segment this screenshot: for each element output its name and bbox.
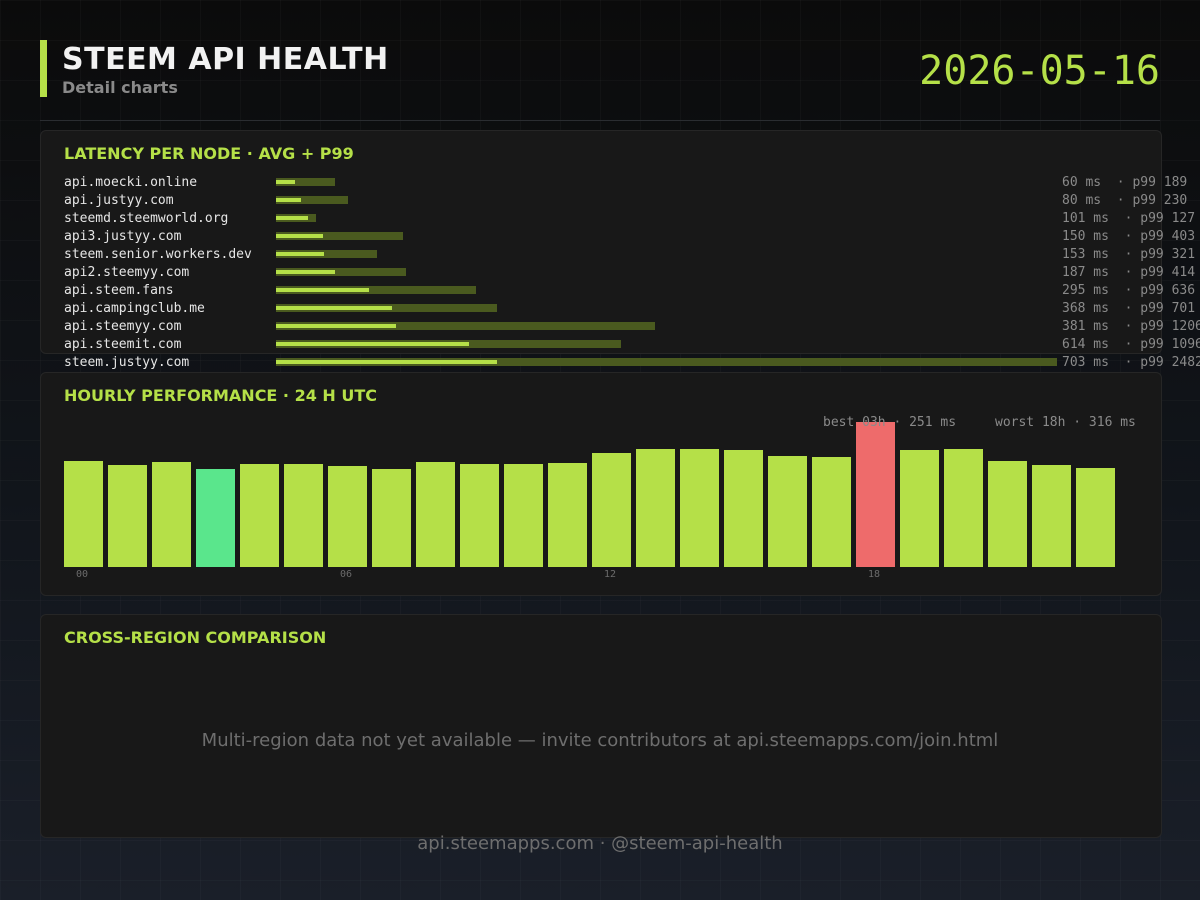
hourly-best-note: best 03h · 251 ms	[823, 415, 957, 430]
hourly-tick-label: 18	[868, 569, 881, 580]
latency-node-name: api.justyy.com	[64, 193, 174, 208]
latency-node-name: steem.senior.workers.dev	[64, 247, 252, 262]
latency-value-label: 153 ms · p99 321	[1062, 247, 1196, 262]
latency-value-label: 368 ms · p99 701	[1062, 301, 1196, 316]
hourly-bar	[504, 464, 543, 567]
hourly-bar	[724, 450, 763, 567]
latency-avg-bar	[276, 180, 295, 184]
hourly-bar	[460, 464, 499, 567]
latency-row: steem.senior.workers.dev 153 ms · p99 321	[64, 246, 1200, 264]
latency-value-label: 614 ms · p99 1096	[1062, 337, 1200, 352]
hourly-bar	[416, 461, 455, 567]
latency-p99-bar	[276, 322, 656, 330]
latency-node-name: api.steemyy.com	[64, 319, 182, 334]
latency-p99-bar	[276, 250, 377, 258]
latency-row: api3.justyy.com 150 ms · p99 403	[64, 228, 1200, 246]
header-divider	[40, 120, 1160, 121]
latency-node-name: api3.justyy.com	[64, 229, 182, 244]
page-title: STEEM API HEALTH	[62, 42, 389, 77]
hourly-tick-label: 06	[340, 569, 353, 580]
latency-node-name: api.moecki.online	[64, 175, 198, 190]
title-accent-bar	[40, 40, 47, 97]
hourly-bar	[152, 461, 191, 567]
latency-avg-bar	[276, 234, 324, 238]
latency-row: api.justyy.com 80 ms · p99 230	[64, 192, 1200, 210]
latency-node-name: api.steemit.com	[64, 337, 182, 352]
latency-p99-bar	[276, 358, 1057, 366]
latency-avg-bar	[276, 198, 302, 202]
hourly-bar	[988, 460, 1027, 567]
latency-value-label: 150 ms · p99 403	[1062, 229, 1196, 244]
hourly-tick-label: 00	[76, 569, 89, 580]
latency-value-label: 295 ms · p99 636	[1062, 283, 1196, 298]
hourly-bar	[636, 449, 675, 567]
latency-row: api.steemyy.com 381 ms · p99 1206	[64, 318, 1200, 336]
hourly-bar	[548, 463, 587, 567]
latency-value-label: 381 ms · p99 1206	[1062, 319, 1200, 334]
latency-value-label: 60 ms · p99 189	[1062, 175, 1188, 190]
hourly-bar	[372, 468, 411, 567]
latency-row: steem.justyy.com 703 ms · p99 2482	[64, 354, 1200, 372]
hourly-bar	[1032, 465, 1071, 567]
hourly-bar	[108, 465, 147, 567]
hourly-tick-label: 12	[604, 569, 617, 580]
latency-row: api.moecki.online 60 ms · p99 189	[64, 174, 1200, 192]
cross-region-empty-message: Multi-region data not yet available — in…	[201, 730, 999, 751]
report-date: 2026-05-16	[919, 48, 1160, 94]
latency-node-name: api2.steemyy.com	[64, 265, 190, 280]
latency-avg-bar	[276, 270, 335, 274]
latency-p99-bar	[276, 232, 403, 240]
hourly-bar	[856, 422, 895, 567]
latency-node-name: api.campingclub.me	[64, 301, 205, 316]
hourly-bar	[240, 464, 279, 567]
latency-p99-bar	[276, 196, 349, 204]
hourly-bar	[944, 448, 983, 567]
latency-row: steemd.steemworld.org 101 ms · p99 127	[64, 210, 1200, 228]
cross-region-panel: CROSS-REGION COMPARISON	[40, 614, 1162, 838]
latency-row: api.steem.fans 295 ms · p99 636	[64, 282, 1200, 300]
latency-node-name: steemd.steemworld.org	[64, 211, 229, 226]
latency-avg-bar	[276, 360, 498, 364]
page-footer: api.steemapps.com · @steem-api-health	[417, 833, 783, 854]
latency-panel: LATENCY PER NODE · AVG + P99	[40, 130, 1162, 354]
latency-avg-bar	[276, 306, 392, 310]
hourly-bar	[64, 460, 103, 567]
cross-region-panel-title: CROSS-REGION COMPARISON	[64, 628, 327, 647]
latency-value-label: 703 ms · p99 2482	[1062, 355, 1200, 370]
hourly-bar	[900, 450, 939, 567]
latency-avg-bar	[276, 324, 396, 328]
latency-value-label: 80 ms · p99 230	[1062, 193, 1188, 208]
latency-row: api2.steemyy.com 187 ms · p99 414	[64, 264, 1200, 282]
latency-p99-bar	[276, 178, 336, 186]
hourly-bar	[284, 464, 323, 567]
hourly-bar	[328, 466, 367, 567]
latency-row: api.steemit.com 614 ms · p99 1096	[64, 336, 1200, 354]
latency-avg-bar	[276, 342, 470, 346]
hourly-bar	[812, 457, 851, 567]
hourly-bar	[592, 452, 631, 567]
hourly-bar	[196, 469, 235, 567]
latency-row: api.campingclub.me 368 ms · p99 701	[64, 300, 1200, 318]
latency-value-label: 187 ms · p99 414	[1062, 265, 1196, 280]
latency-avg-bar	[276, 252, 325, 256]
page-subtitle: Detail charts	[62, 78, 178, 97]
latency-p99-bar	[276, 268, 407, 276]
hourly-panel-title: HOURLY PERFORMANCE · 24 H UTC	[64, 386, 378, 405]
latency-p99-bar	[276, 286, 477, 294]
hourly-bar	[680, 448, 719, 567]
latency-avg-bar	[276, 216, 308, 220]
latency-avg-bar	[276, 288, 369, 292]
latency-value-label: 101 ms · p99 127	[1062, 211, 1196, 226]
latency-panel-title: LATENCY PER NODE · AVG + P99	[64, 144, 354, 163]
latency-node-name: steem.justyy.com	[64, 355, 190, 370]
latency-node-name: api.steem.fans	[64, 283, 174, 298]
hourly-bar	[1076, 467, 1115, 567]
hourly-worst-note: worst 18h · 316 ms	[995, 415, 1136, 430]
hourly-bar	[768, 455, 807, 567]
